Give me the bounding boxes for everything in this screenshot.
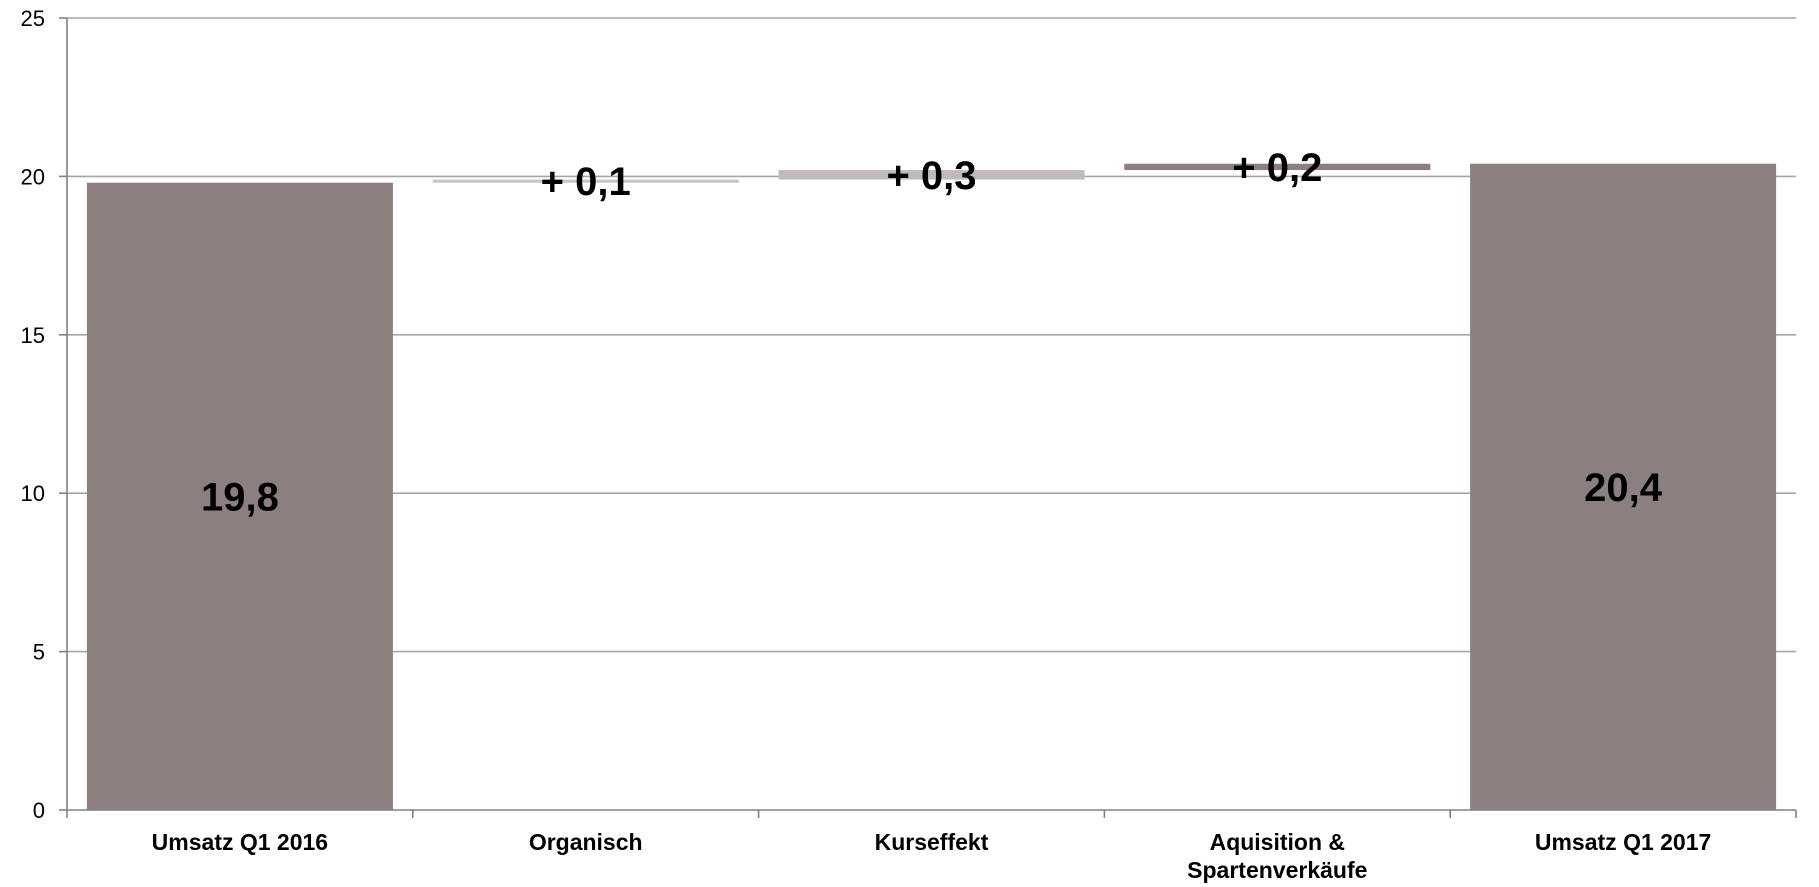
y-tick-label: 25 bbox=[21, 6, 45, 31]
data-label-1: + 0,1 bbox=[541, 160, 631, 204]
y-tick-label: 10 bbox=[21, 481, 45, 506]
total-bar-0 bbox=[86, 182, 393, 811]
axes bbox=[59, 17, 1797, 818]
category-label-2: Kurseffekt bbox=[875, 829, 989, 855]
labels: 0 5 10 15 20 25 19,8 Umsatz Q1 2016 + 0,1 Organis… bbox=[21, 6, 1712, 883]
category-label-1: Organisch bbox=[529, 829, 643, 855]
delta-bar-2 bbox=[778, 170, 1085, 180]
category-label-3: Spartenverkäufe bbox=[1187, 857, 1367, 883]
total-bar-4 bbox=[1470, 163, 1777, 810]
data-label-2: + 0,3 bbox=[886, 154, 976, 198]
category-label-3: Aquisition & bbox=[1210, 829, 1345, 855]
y-tick-label: 0 bbox=[33, 798, 45, 823]
data-label-0: 19,8 bbox=[201, 475, 279, 519]
bars bbox=[86, 163, 1777, 811]
category-label-4: Umsatz Q1 2017 bbox=[1535, 829, 1711, 855]
data-label-4: 20,4 bbox=[1584, 466, 1663, 510]
y-tick-label: 20 bbox=[21, 164, 45, 189]
y-tick-label: 5 bbox=[33, 640, 45, 665]
data-label-3: + 0,2 bbox=[1232, 146, 1322, 190]
category-label-0: Umsatz Q1 2016 bbox=[152, 829, 328, 855]
y-tick-label: 15 bbox=[21, 323, 45, 348]
delta-bar-3 bbox=[1124, 163, 1431, 171]
delta-bar-1 bbox=[432, 179, 739, 183]
